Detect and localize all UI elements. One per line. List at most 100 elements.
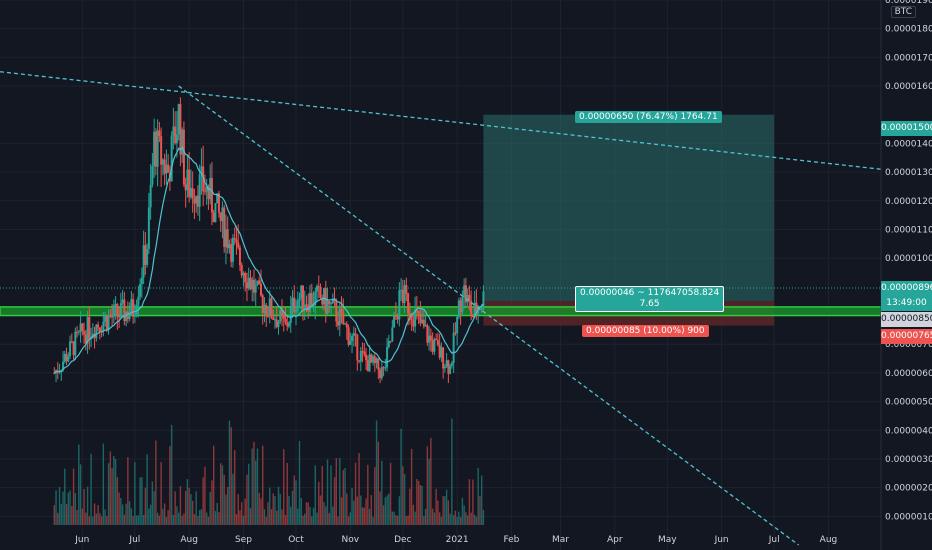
candle-body (74, 331, 77, 356)
volume-bar (170, 424, 173, 525)
volume-bar (444, 496, 446, 525)
candle-body (249, 277, 252, 290)
candle-body (76, 331, 79, 333)
candle-body (181, 129, 184, 155)
current-price-label: 0.00000896 (881, 281, 932, 296)
volume-bar (449, 513, 451, 525)
candle-body (244, 272, 247, 283)
candle-body (321, 297, 324, 305)
volume-bar (205, 512, 208, 525)
volume-bar (137, 515, 140, 525)
volume-bar (165, 516, 168, 525)
candle-body (261, 295, 264, 313)
volume-bar (160, 461, 162, 525)
time-tick-label: Jun (74, 535, 89, 545)
candle-body (296, 300, 299, 311)
candle-body (345, 323, 348, 328)
candle-body (314, 291, 317, 306)
volume-bar (251, 448, 253, 525)
candle-body (62, 361, 65, 370)
candle-body (361, 351, 364, 353)
volume-bar (155, 440, 157, 525)
volume-bar (188, 487, 190, 525)
volume-bar (459, 516, 462, 525)
price-tick-label: 0.00001900 (885, 0, 932, 6)
volume-bar (358, 453, 360, 525)
volume-bar (184, 490, 187, 525)
candle-body (77, 331, 80, 333)
candle-body (207, 186, 210, 200)
time-axis[interactable]: Jun Jul Aug Sep Oct Nov Dec 2021 Feb Mar Apr May Jun… (74, 535, 837, 545)
volume-bar (262, 445, 264, 525)
candle-body (412, 320, 415, 327)
volume-bar (279, 493, 281, 525)
moving-average (53, 146, 484, 374)
volume-bar (204, 466, 206, 525)
candle-body (109, 315, 112, 317)
volume-bar (395, 515, 397, 525)
time-tick-label: Jun (714, 535, 729, 545)
entry-price-label: 0.00000850 (881, 312, 932, 327)
candle-body (475, 302, 478, 315)
volume-bar (177, 512, 180, 525)
candle-body (457, 300, 460, 317)
volume-bar (226, 487, 229, 525)
volume-bar (81, 508, 84, 525)
volume-bar (190, 494, 192, 525)
candle-body (317, 286, 320, 288)
entry-tag[interactable]: 0.00000046 ~ 117647058.824 7.65 (575, 286, 725, 312)
candle-body (323, 288, 326, 305)
volume-bar (300, 497, 302, 525)
volume-bar (72, 468, 75, 525)
candle-body (97, 324, 100, 328)
candle-body (421, 319, 424, 323)
volume-bar (193, 514, 196, 525)
volume-bar (253, 442, 255, 525)
candle-body (140, 277, 143, 284)
trendline-lower (178, 85, 800, 546)
volume-bar (302, 515, 304, 525)
volume-bar (53, 505, 55, 525)
target-tag[interactable]: 0.00000650 (76.47%) 1764.71 (575, 111, 722, 123)
volume-bar (391, 511, 394, 525)
volume-bar (111, 468, 113, 525)
volume-bar (405, 516, 408, 525)
volume-bar (221, 465, 224, 525)
stop-tag[interactable]: 0.00000085 (10.00%) 900 (582, 325, 709, 337)
candle-body (203, 191, 206, 193)
candle-body (81, 323, 84, 332)
trendline-upper (0, 71, 882, 170)
volume-bar (384, 497, 387, 525)
volume-bar (409, 488, 411, 525)
volume-bar (356, 496, 359, 525)
candle-body (403, 285, 406, 303)
currency-badge: BTC (890, 6, 916, 18)
candle-body (266, 315, 269, 317)
candle-body (443, 366, 446, 369)
volume-bar (437, 500, 439, 525)
volume-bar (318, 481, 320, 525)
candle-body (167, 164, 170, 173)
candle-body (452, 332, 455, 363)
candle-body (104, 315, 107, 322)
volume-bar (132, 515, 134, 525)
volume-bar (123, 514, 126, 525)
volume-bar (454, 510, 457, 525)
candle-body (400, 289, 403, 291)
candle-body (387, 341, 390, 348)
volume-bar (433, 512, 436, 525)
candle-body (433, 338, 436, 352)
candle-body (151, 165, 154, 185)
candle-body (135, 305, 138, 315)
volume-bar (314, 465, 316, 525)
candle-body (83, 331, 86, 335)
volume-bar (223, 474, 225, 525)
